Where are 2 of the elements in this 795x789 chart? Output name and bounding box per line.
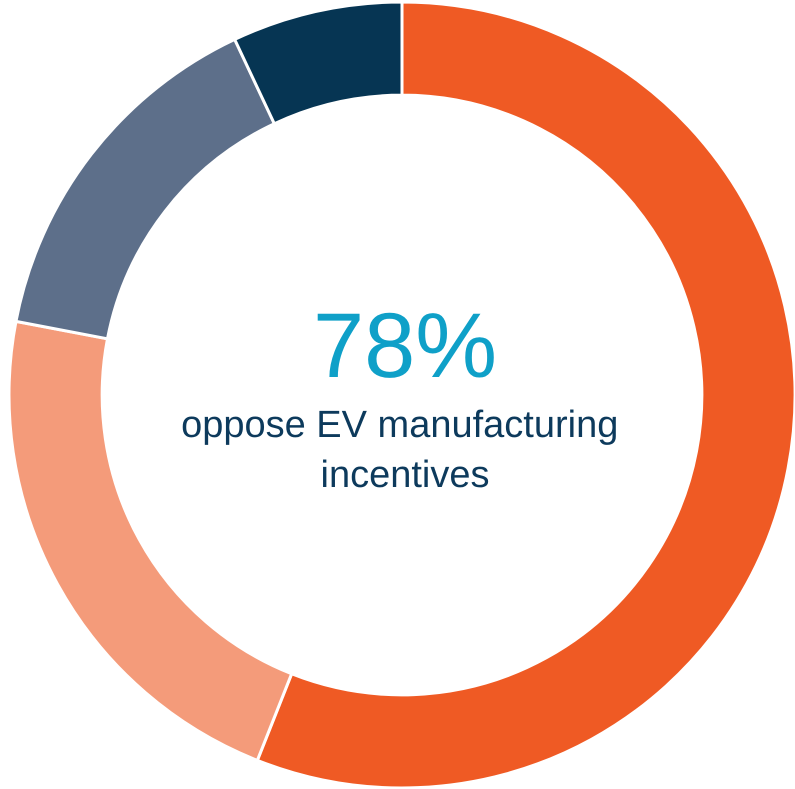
text: 78% — [312, 295, 498, 397]
text: oppose EV manufacturing incentives — [181, 404, 629, 496]
